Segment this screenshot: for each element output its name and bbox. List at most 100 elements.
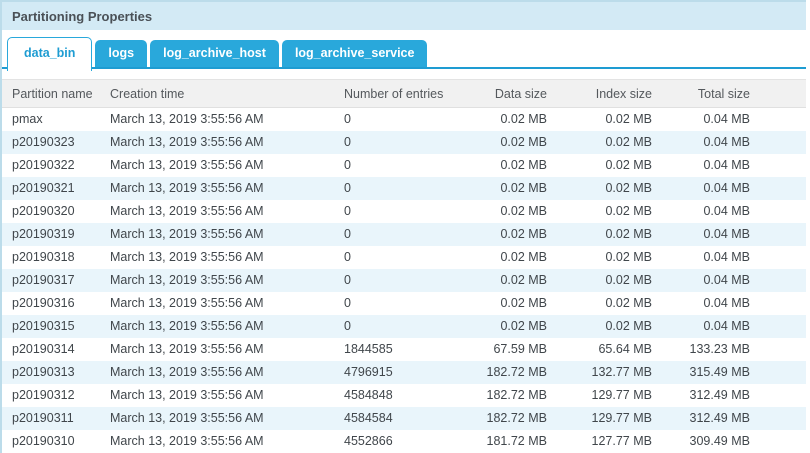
tab-bar: data_bin logs log_archive_host log_archive_… [2, 37, 806, 71]
cell-data-size: 0.02 MB [500, 135, 547, 149]
cell-number-of-entries: 4796915 [344, 365, 393, 379]
cell-number-of-entries: 4552866 [344, 434, 393, 448]
cell-total-size: 312.49 MB [689, 388, 750, 402]
table-row: p20190323 March 13, 2019 3:55:56 AM 0 0.02 … [2, 130, 806, 154]
cell-number-of-entries: 0 [344, 135, 351, 149]
cell-total-size: 0.04 MB [703, 273, 750, 287]
cell-partition-name: p20190316 [12, 296, 75, 310]
cell-number-of-entries: 4584584 [344, 411, 393, 425]
cell-total-size: 0.04 MB [703, 112, 750, 127]
tab-log_archive_service[interactable]: log_archive_service [281, 40, 428, 67]
cell-index-size: 0.02 MB [605, 158, 652, 172]
cell-data-size: 0.02 MB [500, 204, 547, 218]
cell-partition-name: p20190311 [12, 411, 74, 425]
cell-data-size: 182.72 MB [486, 388, 547, 402]
cell-creation-time: March 13, 2019 3:55:56 AM [110, 112, 264, 127]
cell-creation-time: March 13, 2019 3:55:56 AM [110, 296, 264, 310]
column-header-partition-name: Partition name [12, 86, 93, 101]
table-row: p20190320 March 13, 2019 3:55:56 AM 0 0.02 … [2, 200, 806, 223]
table-row: p20190313 March 13, 2019 3:55:56 AM 479691… [2, 360, 806, 384]
cell-data-size: 0.02 MB [500, 158, 547, 172]
partitions-table: Partition name Creation time Number of ent… [2, 79, 806, 453]
cell-partition-name: p20190322 [12, 158, 75, 172]
table-row: p20190310 March 13, 2019 3:55:56 AM 455286… [2, 430, 806, 453]
column-header-total-size: Total size [697, 86, 750, 101]
column-header-number-of-entries: Number of entries [344, 86, 444, 101]
cell-total-size: 0.04 MB [703, 227, 750, 241]
cell-partition-name: p20190320 [12, 204, 75, 218]
cell-data-size: 0.02 MB [500, 319, 547, 333]
cell-creation-time: March 13, 2019 3:55:56 AM [110, 181, 264, 195]
cell-data-size: 181.72 MB [486, 434, 547, 448]
cell-data-size: 0.02 MB [500, 250, 547, 264]
cell-total-size: 0.04 MB [703, 204, 750, 218]
column-header-creation-time: Creation time [110, 86, 185, 101]
cell-number-of-entries: 0 [344, 319, 351, 333]
cell-index-size: 0.02 MB [605, 112, 652, 127]
cell-total-size: 133.23 MB [689, 342, 750, 356]
table-row: p20190316 March 13, 2019 3:55:56 AM 0 0.02 … [2, 292, 806, 315]
cell-data-size: 182.72 MB [486, 365, 547, 379]
cell-data-size: 0.02 MB [500, 227, 547, 241]
cell-index-size: 0.02 MB [605, 227, 652, 241]
cell-total-size: 312.49 MB [689, 411, 750, 425]
cell-partition-name: p20190312 [12, 388, 75, 402]
cell-total-size: 0.04 MB [703, 319, 750, 333]
cell-partition-name: p20190318 [12, 250, 75, 264]
cell-total-size: 0.04 MB [703, 158, 750, 172]
table-row: pmax March 13, 2019 3:55:56 AM 0 0.02 MB 0.0… [2, 108, 806, 131]
cell-data-size: 0.02 MB [500, 112, 547, 127]
cell-creation-time: March 13, 2019 3:55:56 AM [110, 434, 264, 448]
cell-index-size: 0.02 MB [605, 250, 652, 264]
cell-index-size: 0.02 MB [605, 273, 652, 287]
panel-title: Partitioning Properties [12, 8, 153, 24]
column-header-index-size: Index size [595, 86, 652, 101]
cell-total-size: 0.04 MB [703, 135, 750, 149]
tab-log_archive_host[interactable]: log_archive_host [150, 40, 279, 67]
cell-creation-time: March 13, 2019 3:55:56 AM [110, 319, 264, 333]
cell-index-size: 0.02 MB [605, 296, 652, 310]
cell-number-of-entries: 0 [344, 273, 351, 287]
cell-data-size: 0.02 MB [500, 273, 547, 287]
cell-index-size: 0.02 MB [605, 135, 652, 149]
cell-creation-time: March 13, 2019 3:55:56 AM [110, 204, 264, 218]
table-row: p20190317 March 13, 2019 3:55:56 AM 0 0.02 … [2, 268, 806, 292]
cell-index-size: 0.02 MB [605, 204, 652, 218]
table-header-row: Partition name Creation time Number of ent… [2, 79, 806, 108]
cell-data-size: 0.02 MB [500, 181, 547, 195]
table-body: pmax March 13, 2019 3:55:56 AM 0 0.02 MB 0.0… [2, 108, 806, 453]
tab-data_bin[interactable]: data_bin [7, 37, 93, 71]
cell-index-size: 0.02 MB [605, 319, 652, 333]
table-row: p20190314 March 13, 2019 3:55:56 AM 184458… [2, 338, 806, 361]
cell-creation-time: March 13, 2019 3:55:56 AM [110, 135, 264, 149]
cell-creation-time: March 13, 2019 3:55:56 AM [110, 273, 264, 287]
tab-logs[interactable]: logs [95, 40, 148, 67]
cell-total-size: 309.49 MB [689, 434, 750, 448]
cell-partition-name: p20190310 [12, 434, 75, 448]
cell-number-of-entries: 0 [344, 250, 351, 264]
cell-number-of-entries: 0 [344, 181, 351, 195]
cell-index-size: 132.77 MB [591, 365, 652, 379]
cell-partition-name: pmax [12, 112, 43, 127]
cell-partition-name: p20190317 [12, 273, 75, 287]
cell-index-size: 129.77 MB [591, 411, 652, 425]
cell-creation-time: March 13, 2019 3:55:56 AM [110, 250, 264, 264]
panel-header: Partitioning Properties [2, 2, 806, 30]
cell-number-of-entries: 4584848 [344, 388, 393, 402]
cell-number-of-entries: 0 [344, 204, 351, 218]
cell-total-size: 0.04 MB [703, 250, 750, 264]
cell-partition-name: p20190313 [12, 365, 75, 379]
cell-creation-time: March 13, 2019 3:55:56 AM [110, 411, 264, 425]
cell-partition-name: p20190321 [12, 181, 75, 195]
cell-number-of-entries: 0 [344, 158, 351, 172]
cell-data-size: 0.02 MB [500, 296, 547, 310]
table-row: p20190312 March 13, 2019 3:55:56 AM 458484… [2, 384, 806, 407]
tab-content: Partition name Creation time Number of ent… [2, 79, 806, 453]
table-row: p20190322 March 13, 2019 3:55:56 AM 0 0.02 … [2, 154, 806, 177]
cell-total-size: 315.49 MB [689, 365, 750, 379]
cell-index-size: 0.02 MB [605, 181, 652, 195]
cell-number-of-entries: 0 [344, 227, 351, 241]
cell-partition-name: p20190323 [12, 135, 75, 149]
table-row: p20190318 March 13, 2019 3:55:56 AM 0 0.02 … [2, 246, 806, 269]
